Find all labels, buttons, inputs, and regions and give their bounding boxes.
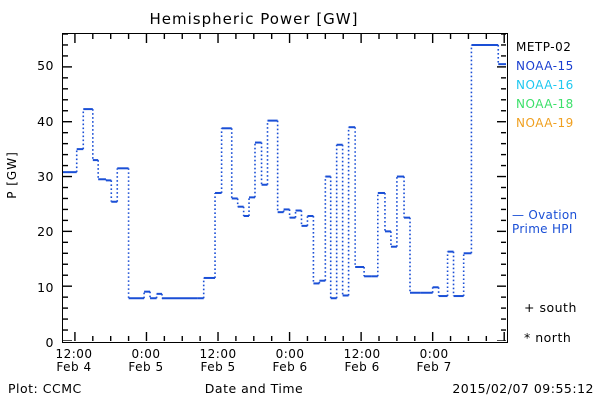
legend-entry-metp-02: METP-02 <box>516 40 572 54</box>
x-tick-label: 12:00 Feb 6 <box>327 348 397 374</box>
legend-marker-north-label: north <box>535 330 572 345</box>
chart-title: Hemispheric Power [GW] <box>149 10 359 28</box>
asterisk-icon: * <box>524 330 531 345</box>
y-tick-label: 30 <box>37 168 54 184</box>
x-tick-label: 12:00 Feb 5 <box>183 348 253 374</box>
x-tick-date: Feb 4 <box>56 360 92 374</box>
x-tick-time: 0:00 <box>275 347 305 361</box>
x-tick-label: 0:00 Feb 7 <box>399 348 469 374</box>
legend-ovation-prime-hpi: — Ovation Prime HPI <box>512 208 600 236</box>
x-tick-time: 12:00 <box>343 347 381 361</box>
ovation-line-sample: — Ovation <box>512 208 578 222</box>
x-tick-label: 0:00 Feb 5 <box>111 348 181 374</box>
x-tick-date: Feb 6 <box>344 360 380 374</box>
data-plot-svg <box>63 34 506 341</box>
legend-marker-south: + south <box>524 300 577 315</box>
legend-entry-noaa-18: NOAA-18 <box>516 97 574 111</box>
ovation-label-line2: Prime HPI <box>512 222 573 236</box>
legend-entry-noaa-19: NOAA-19 <box>516 116 574 130</box>
x-tick-time: 0:00 <box>419 347 449 361</box>
x-tick-label: 0:00 Feb 6 <box>255 348 325 374</box>
y-tick-label: 0 <box>45 335 54 350</box>
footer-timestamp: 2015/02/07 09:55:12 <box>452 381 594 396</box>
y-tick-label: 50 <box>37 58 54 74</box>
x-tick-date: Feb 5 <box>128 360 164 374</box>
plot-area <box>62 33 508 343</box>
x-tick-date: Feb 5 <box>200 360 236 374</box>
plus-icon: + <box>524 300 535 315</box>
x-tick-label: 12:00 Feb 4 <box>39 348 109 374</box>
footer-plot-source: Plot: CCMC <box>8 381 82 396</box>
legend-entry-noaa-15: NOAA-15 <box>516 59 574 73</box>
y-tick-label: 40 <box>37 113 54 129</box>
legend-marker-south-label: south <box>539 300 577 315</box>
legend-entry-noaa-16: NOAA-16 <box>516 78 574 92</box>
legend: METP-02 NOAA-15 NOAA-16 NOAA-18 NOAA-19 <box>516 38 600 133</box>
x-tick-time: 12:00 <box>55 347 93 361</box>
legend-marker-north: * north <box>524 330 571 345</box>
y-tick-label: 20 <box>37 224 54 240</box>
x-tick-date: Feb 7 <box>416 360 452 374</box>
x-tick-date: Feb 6 <box>272 360 308 374</box>
x-tick-time: 12:00 <box>199 347 237 361</box>
x-axis-title: Date and Time <box>204 381 304 396</box>
x-tick-time: 0:00 <box>131 347 161 361</box>
y-tick-label: 10 <box>37 279 54 295</box>
